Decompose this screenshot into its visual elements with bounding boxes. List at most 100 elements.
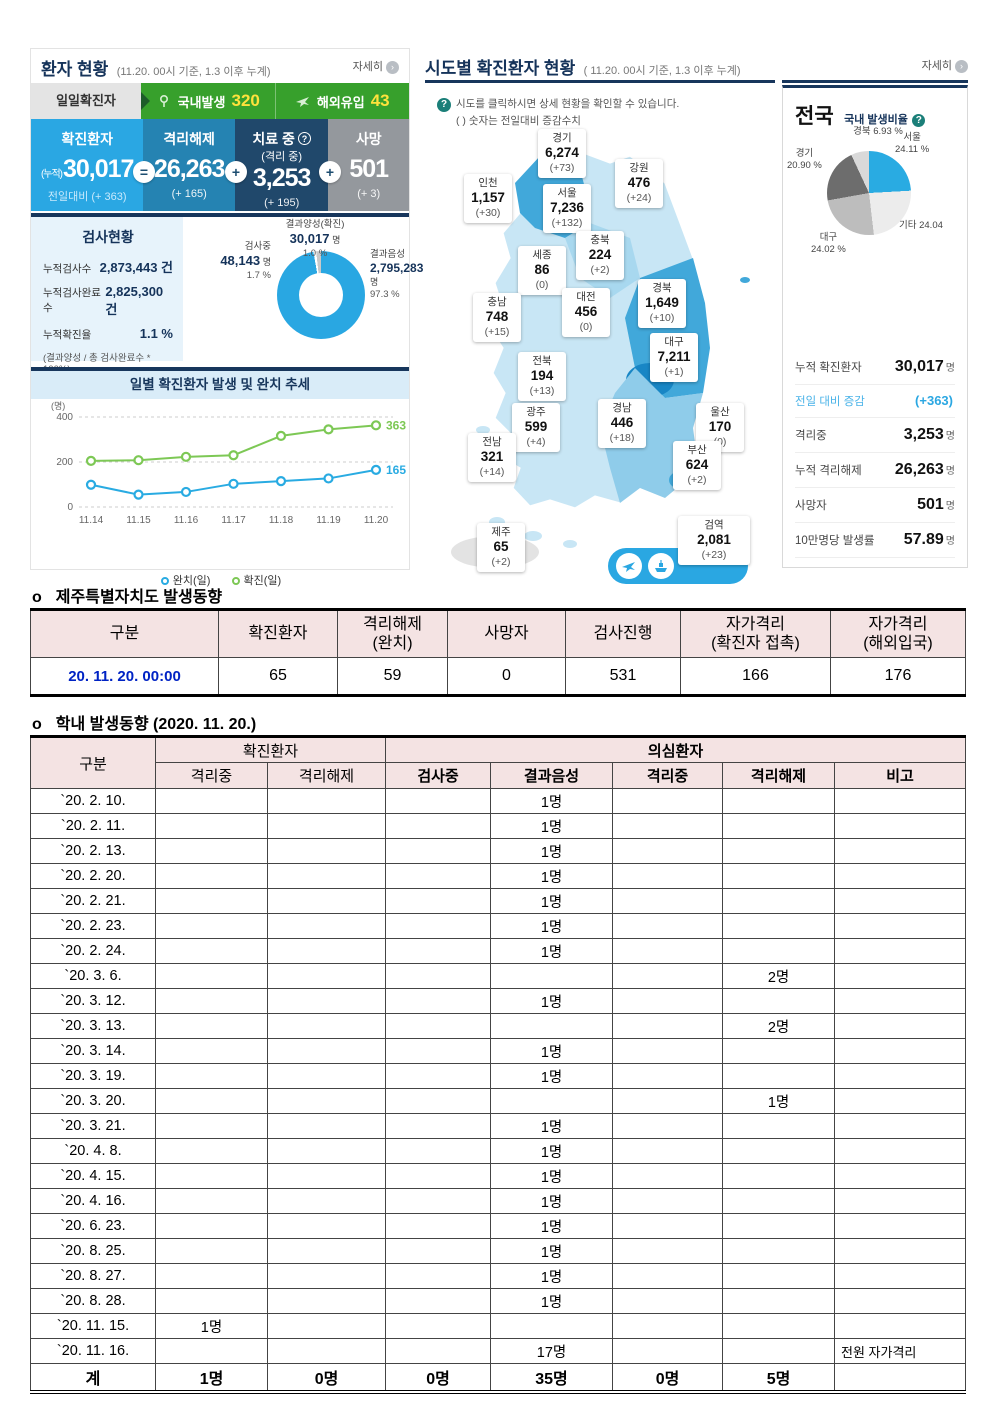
region-box-충북[interactable]: 충북 224 (+2) [576, 231, 624, 281]
trend-line-chart: 400 200 0 (명) 11.14 11.15 11.16 11.17 11.18 11.19… [51, 401, 406, 526]
region-box-경북[interactable]: 경북 1,649 (+10) [638, 279, 686, 329]
tab-arrow-icon [141, 92, 150, 110]
school-row-date: `20. 11. 15. [30, 1313, 156, 1339]
region-box-quarantine[interactable]: 검역 2,081 (+23) [678, 516, 750, 566]
region-box-충남[interactable]: 충남 748 (+15) [473, 293, 521, 343]
school-cell [834, 1188, 967, 1214]
tab-daily-confirmed[interactable]: 일일확진자 [31, 83, 150, 119]
region-box-부산[interactable]: 부산 624 (+2) [673, 441, 721, 491]
school-cell [266, 963, 387, 989]
school-row-date: `20. 4. 16. [30, 1188, 156, 1214]
jeju-col-header: 격리해제 (완치) [337, 609, 448, 658]
school-cell [612, 938, 724, 964]
pie-label-etc: 기타 24.04 [899, 220, 943, 231]
school-cell: 1명 [490, 1138, 614, 1164]
jeju-heading: o 제주특별자치도 발생동향 [32, 589, 223, 606]
school-cell [834, 1313, 967, 1339]
school-cell [266, 1213, 387, 1239]
school-row-date: `20. 8. 25. [30, 1238, 156, 1264]
domestic-cases: 국내발생 320 [141, 83, 275, 119]
region-box-경남[interactable]: 경남 446 (+18) [598, 399, 646, 449]
region-box-광주[interactable]: 광주 599 (+4) [512, 403, 560, 453]
school-row: `20. 4. 15. 1명 [30, 1163, 967, 1189]
school-sub-header: 검사중 [385, 762, 492, 789]
school-cell [722, 838, 836, 864]
stat-deaths: 사망 501 (+ 3) [328, 119, 409, 211]
svg-text:11.20: 11.20 [364, 515, 389, 526]
national-stat-row: 전일 대비 증감 (+363) [795, 385, 955, 418]
school-cell [612, 813, 724, 839]
airplane-icon [616, 553, 642, 579]
school-cell [385, 1288, 492, 1314]
school-cell [155, 863, 268, 889]
detail-link[interactable]: 자세히 › [353, 58, 399, 74]
school-cell [385, 1113, 492, 1139]
school-cell [722, 1213, 836, 1239]
school-cell [834, 988, 967, 1014]
region-box-대전[interactable]: 대전 456 (0) [562, 288, 610, 338]
school-cell [155, 1163, 268, 1189]
region-box-인천[interactable]: 인천 1,157 (+30) [464, 174, 512, 224]
divider-bar [782, 80, 968, 83]
school-row: `20. 11. 15. 1명 [30, 1313, 967, 1339]
school-cell [722, 1313, 836, 1339]
school-cell: 1명 [722, 1088, 836, 1114]
school-row-date: `20. 4. 15. [30, 1163, 156, 1189]
school-cell [385, 1138, 492, 1164]
patient-status-header: 환자 현황 (11.20. 00시 기준, 1.3 이후 누계) 자세히 › [31, 49, 409, 81]
help-icon[interactable]: ? [912, 114, 926, 127]
island [524, 531, 542, 541]
school-cell [155, 913, 268, 939]
school-cell [612, 1013, 724, 1039]
region-box-서울[interactable]: 서울 7,236 (+132) [543, 184, 591, 234]
school-cell [490, 963, 614, 989]
test-status-row: 누적검사완료수 2,825,300 건 [43, 284, 164, 317]
school-row: `20. 3. 12. 1명 [30, 988, 967, 1014]
region-box-강원[interactable]: 강원 476 (+24) [615, 159, 663, 209]
regional-subtitle: ( 11.20. 00시 기준, 1.3 이후 누계) [583, 65, 741, 77]
school-cell [722, 1338, 836, 1364]
school-cell [612, 1038, 724, 1064]
national-pie-chart [827, 151, 911, 235]
korea-map-area: ? 시도를 클릭하시면 상세 현황을 확인할 수 있습니다. ( ) 숫자는 전일… [425, 88, 775, 584]
school-cell [266, 1188, 387, 1214]
school-cell [612, 1238, 724, 1264]
school-cell [385, 963, 492, 989]
school-cell [612, 838, 724, 864]
school-cell [834, 863, 967, 889]
region-box-경기[interactable]: 경기 6,274 (+73) [538, 129, 586, 179]
svg-text:0: 0 [67, 502, 73, 513]
jeju-cell: 65 [218, 657, 338, 696]
school-row-date: `20. 2. 10. [30, 788, 156, 814]
school-row-date: `20. 11. 16. [30, 1338, 156, 1364]
school-cell [266, 913, 387, 939]
school-row-date: `20. 3. 12. [30, 988, 156, 1014]
region-box-제주[interactable]: 제주 65 (+2) [477, 523, 525, 573]
national-stat-row: 누적 확진환자 30,017 명 [795, 350, 955, 385]
help-icon[interactable]: ? [297, 132, 311, 145]
region-box-대구[interactable]: 대구 7,211 (+1) [650, 333, 698, 383]
school-sub-header: 결과음성 [490, 762, 614, 789]
school-cell [834, 888, 967, 914]
location-pin-icon [159, 94, 168, 107]
school-cell [490, 1013, 614, 1039]
school-cell [612, 913, 724, 939]
region-box-세종[interactable]: 세종 86 (0) [518, 246, 566, 296]
help-icon[interactable]: ? [437, 98, 451, 112]
region-box-전북[interactable]: 전북 194 (+13) [518, 352, 566, 402]
school-row: `20. 6. 23. 1명 [30, 1213, 967, 1239]
region-box-전남[interactable]: 전남 321 (+14) [468, 433, 516, 483]
school-cell: 1명 [490, 813, 614, 839]
school-total-cell: 0명 [385, 1363, 492, 1392]
detail-link[interactable]: 자세히 › [922, 57, 968, 73]
school-total-cell: 1명 [155, 1363, 268, 1392]
school-cell [722, 863, 836, 889]
divider-bar [31, 213, 409, 217]
pie-label-seoul: 서울 24.11 % [895, 132, 930, 156]
school-cell [490, 1088, 614, 1114]
school-cell [155, 963, 268, 989]
school-cell [266, 938, 387, 964]
test-status-row: 누적확진율 1.1 % [43, 326, 173, 341]
school-cell [834, 1113, 967, 1139]
